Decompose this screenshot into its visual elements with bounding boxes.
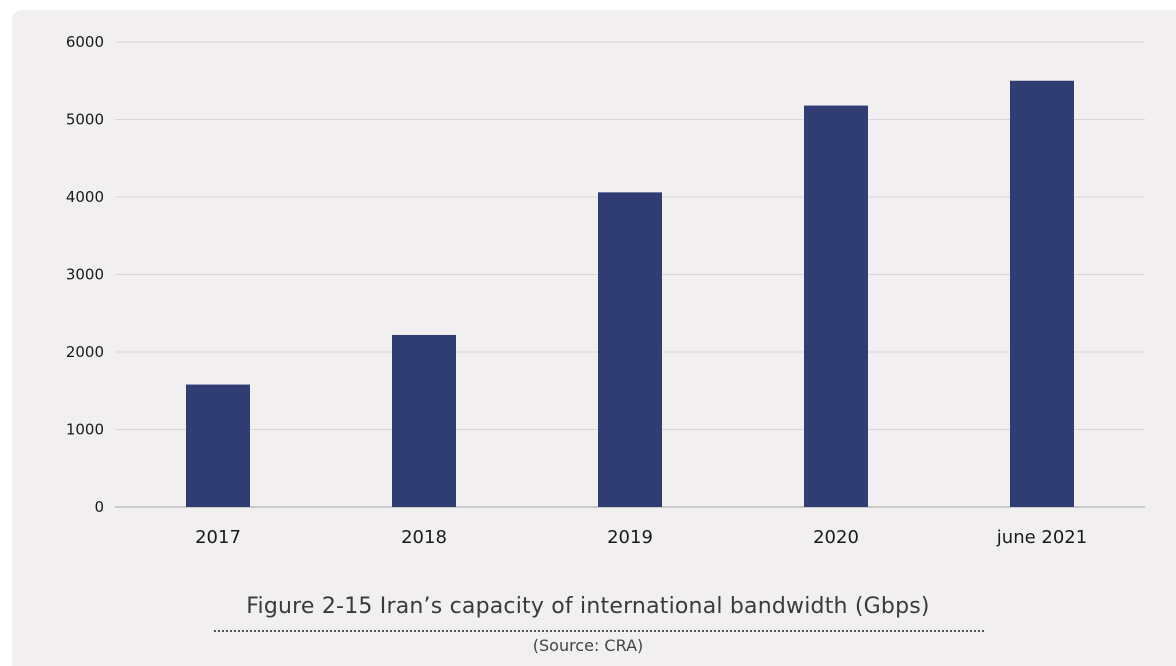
x-tick-label: 2017 <box>195 527 241 548</box>
bar-2019 <box>598 192 662 507</box>
bar-2020 <box>804 105 868 508</box>
bars <box>186 80 1074 508</box>
x-tick-label: 2019 <box>607 527 653 548</box>
x-tick-label: 2020 <box>813 527 859 548</box>
chart-source: (Source: CRA) <box>532 636 644 655</box>
x-tick-label: 2018 <box>401 527 447 548</box>
x-axis-labels: 2017 2018 2019 2020 june 2021 <box>195 527 1087 548</box>
y-tick-label: 6000 <box>66 33 104 51</box>
y-tick-label: 0 <box>94 498 104 516</box>
y-tick-label: 5000 <box>66 111 104 129</box>
bar-2018 <box>392 334 456 507</box>
bar-june-2021 <box>1010 80 1074 507</box>
chart-caption: Figure 2-15 Iran’s capacity of internati… <box>246 594 930 619</box>
caption-divider <box>214 630 984 632</box>
y-tick-label: 1000 <box>66 421 104 439</box>
y-tick-label: 4000 <box>66 188 104 206</box>
bar-2017 <box>186 384 250 507</box>
y-axis-ticks: 0 1000 2000 3000 4000 5000 6000 <box>66 33 104 516</box>
y-tick-label: 3000 <box>66 266 104 284</box>
x-tick-label: june 2021 <box>996 527 1087 548</box>
y-tick-label: 2000 <box>66 343 104 361</box>
